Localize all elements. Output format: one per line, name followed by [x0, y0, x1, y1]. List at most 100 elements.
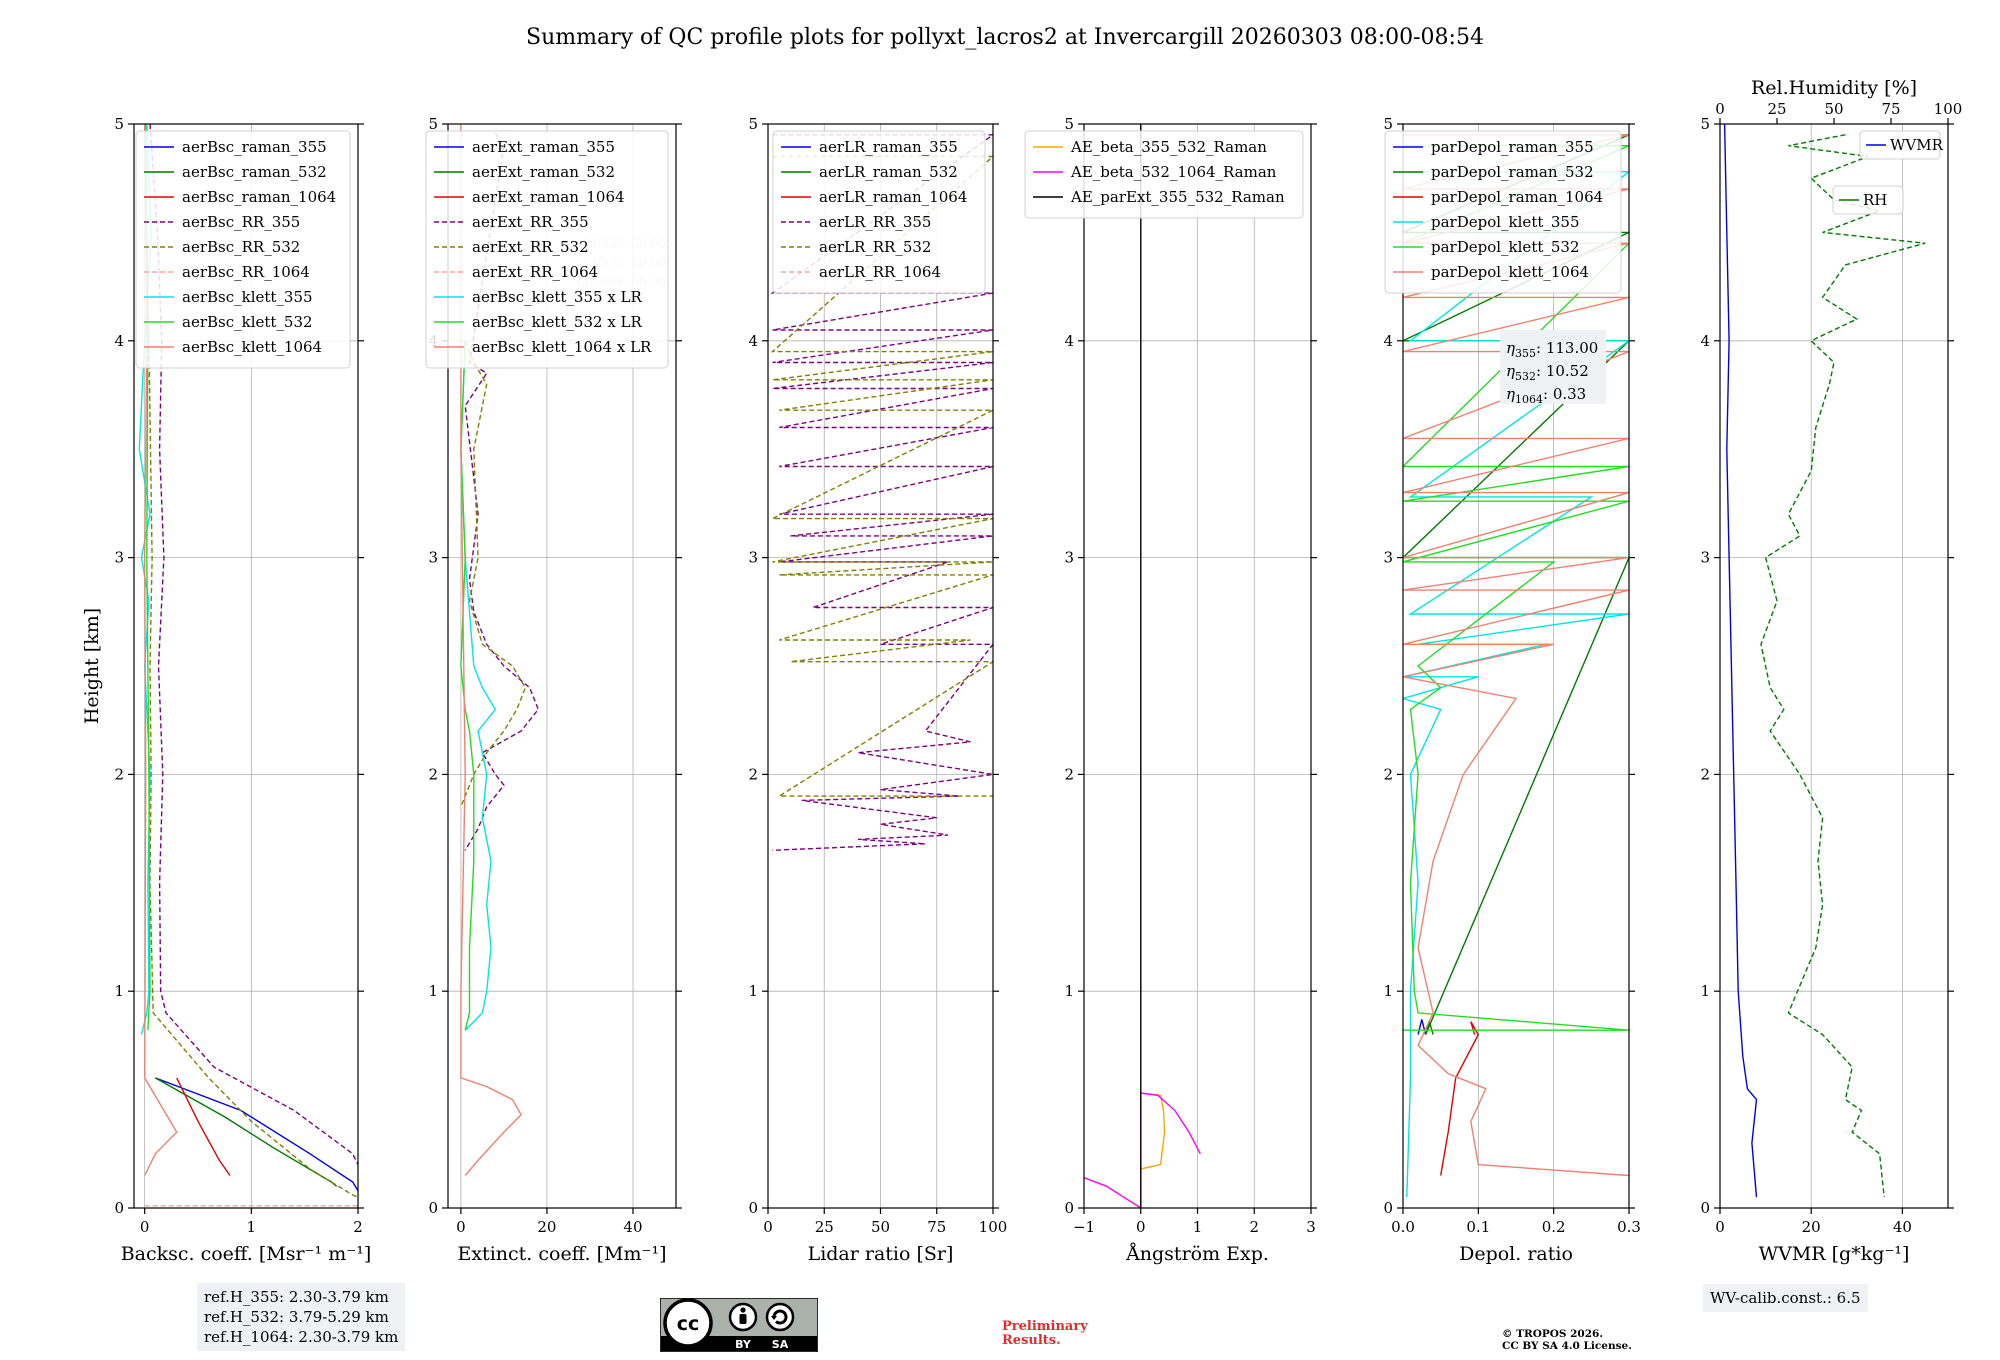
legend-label: aerExt_RR_1064 — [472, 263, 598, 281]
ytick-label: 3 — [1700, 549, 1710, 567]
series-line-aerlr-rr-532 — [770, 155, 993, 797]
xtick-label: 0 — [140, 1218, 150, 1236]
xtick-label: 20 — [537, 1218, 556, 1236]
axes-frame — [447, 123, 677, 1209]
legend-label: aerBsc_klett_355 — [182, 288, 313, 306]
series-line-wvmr — [1723, 124, 1758, 1198]
ytick-label: 5 — [114, 115, 124, 133]
top-xtick-label: 50 — [1824, 100, 1843, 118]
legend-bsc: aerBsc_raman_355 aerBsc_raman_532 aerBsc_r… — [135, 130, 351, 369]
eta-line: η1064: 0.33 — [1506, 385, 1586, 406]
x-axis-label: Ångström Exp. — [1125, 1243, 1269, 1265]
ytick-label: 0 — [748, 1199, 758, 1217]
legend-label: aerLR_raman_532 — [819, 163, 958, 181]
ref-height-355: ref.H_355: 2.30-3.79 km — [204, 1288, 389, 1306]
series-line-pardepol-klett-532 — [1403, 144, 1629, 1031]
eta-line: η355: 113.00 — [1506, 339, 1598, 360]
ytick-label: 5 — [1064, 115, 1074, 133]
wv-calib-const: WV-calib.const.: 6.5 — [1710, 1289, 1861, 1307]
xtick-label: 2 — [1249, 1218, 1259, 1236]
series-line-aerext-rr-532 — [460, 340, 527, 808]
x-axis-label: Lidar ratio [Sr] — [808, 1243, 954, 1265]
preliminary-line-2: Results. — [1002, 1333, 1061, 1348]
legend-label: aerBsc_raman_355 — [182, 138, 327, 156]
legend-label: aerBsc_klett_532 x LR — [472, 313, 643, 331]
by-label: BY — [735, 1338, 752, 1351]
legend-label: aerExt_RR_355 — [472, 213, 589, 231]
sa-icon — [765, 1302, 795, 1332]
top-axis-label: Rel.Humidity [%] — [1751, 77, 1917, 99]
legend-depol: parDepol_raman_355 parDepol_raman_532 parD… — [1384, 130, 1622, 294]
legend-label: parDepol_raman_1064 — [1431, 188, 1603, 206]
eta-line: η532: 10.52 — [1506, 362, 1589, 383]
ytick-label: 0 — [1383, 1199, 1393, 1217]
x-axis-label: Backsc. coeff. [Msr⁻¹ m⁻¹] — [121, 1243, 372, 1265]
axes-frame — [1719, 123, 1949, 1209]
series-line-aerbsc-klett-532-x-lr — [460, 340, 475, 1031]
xtick-label: 0 — [763, 1218, 773, 1236]
ytick-label: 1 — [114, 982, 124, 1000]
ytick-label: 3 — [428, 549, 438, 567]
legend-label: aerExt_raman_1064 — [472, 188, 625, 206]
series-group — [1403, 134, 1629, 1198]
legend-label: AE_parExt_355_532_Raman — [1070, 188, 1285, 206]
eta-box-bg — [1500, 330, 1606, 404]
ytick-label: 5 — [428, 115, 438, 133]
axes-frame — [1402, 123, 1630, 1209]
wv-calibration-box: WV-calib.const.: 6.5 — [1703, 1284, 1868, 1312]
legend-ae: AE_beta_355_532_Raman AE_beta_532_1064_Ra… — [1024, 130, 1304, 219]
figure-title: Summary of QC profile plots for pollyxt_… — [526, 25, 1484, 50]
xtick-label: 0 — [456, 1218, 466, 1236]
ytick-label: 0 — [114, 1199, 124, 1217]
ytick-label: 4 — [1064, 332, 1074, 350]
ytick-label: 1 — [1064, 982, 1074, 1000]
ytick-label: 4 — [1383, 332, 1393, 350]
ref-height-1064: ref.H_1064: 2.30-3.79 km — [204, 1328, 399, 1346]
legend-label: aerExt_raman_532 — [472, 163, 615, 181]
ytick-label: 2 — [748, 765, 758, 783]
ytick-label: 1 — [748, 982, 758, 1000]
legend-box — [135, 130, 351, 369]
xtick-label: 2 — [353, 1218, 363, 1236]
reference-heights-box: ref.H_355: 2.30-3.79 km ref.H_532: 3.79-… — [197, 1283, 406, 1351]
legend-label: aerBsc_RR_355 — [182, 213, 300, 231]
legend-box — [772, 130, 986, 294]
legend-label: aerBsc_RR_1064 — [182, 263, 310, 281]
ytick-label: 2 — [1064, 765, 1074, 783]
ytick-label: 3 — [1383, 549, 1393, 567]
xtick-label: 0.0 — [1391, 1218, 1415, 1236]
legend-box — [1832, 185, 1904, 215]
series-line-aerbsc-klett-355-x-lr — [460, 340, 497, 1031]
xtick-label: 0 — [1715, 1218, 1725, 1236]
ytick-label: 2 — [1700, 765, 1710, 783]
legend-ext: aerExt_raman_355 aerExt_raman_532 aerExt_r… — [425, 130, 669, 369]
legend-rh: RH — [1832, 185, 1904, 215]
series-group — [460, 124, 540, 1176]
legend-label: AE_beta_532_1064_Raman — [1070, 163, 1277, 181]
xtick-label: 20 — [1802, 1218, 1821, 1236]
ytick-label: 5 — [1700, 115, 1710, 133]
preliminary-note: Preliminary Results. — [1002, 1320, 1122, 1348]
legend-box — [1859, 130, 1941, 160]
ytick-label: 1 — [1700, 982, 1710, 1000]
top-xtick-label: 100 — [1934, 100, 1963, 118]
by-icon — [728, 1302, 758, 1332]
xtick-label: 3 — [1306, 1218, 1316, 1236]
legend-label: aerLR_raman_1064 — [819, 188, 967, 206]
ytick-label: 4 — [748, 332, 758, 350]
legend-label: AE_beta_355_532_Raman — [1070, 138, 1267, 156]
legend-label: aerExt_RR_532 — [472, 238, 589, 256]
series-line-aerbsc-klett-1064 — [143, 124, 178, 1176]
xtick-label: 75 — [927, 1218, 946, 1236]
top-xtick-label: 0 — [1715, 100, 1725, 118]
legend-label: parDepol_raman_532 — [1431, 163, 1594, 181]
ytick-label: 3 — [114, 549, 124, 567]
ytick-label: 2 — [428, 765, 438, 783]
ytick-label: 1 — [1383, 982, 1393, 1000]
preliminary-line-1: Preliminary — [1002, 1319, 1088, 1334]
legend-box — [1384, 130, 1622, 294]
legend-label: aerBsc_klett_355 x LR — [472, 288, 643, 306]
